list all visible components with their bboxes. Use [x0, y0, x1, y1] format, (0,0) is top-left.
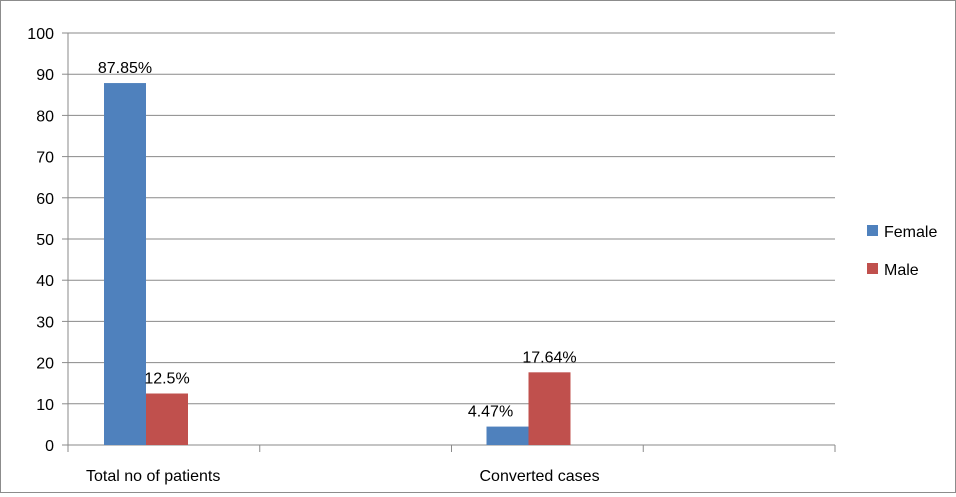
y-tick-label: 50 [36, 232, 54, 249]
y-tick-label: 10 [36, 397, 54, 414]
axes [62, 32, 836, 452]
bar [486, 426, 529, 445]
y-tick-label: 90 [36, 67, 54, 84]
data-label: 12.5% [144, 371, 189, 388]
y-tick-label: 0 [45, 438, 54, 455]
y-axis-tick-labels: 0 10 20 30 40 50 60 70 80 90 100 [27, 26, 54, 455]
y-tick-label: 30 [36, 314, 54, 331]
bar [146, 393, 188, 445]
y-tick-label: 40 [36, 273, 54, 290]
legend: Female Male [867, 224, 937, 279]
bars [104, 83, 571, 446]
bar [528, 372, 571, 445]
data-labels: 87.85% 4.47% 12.5% 17.64% [98, 60, 577, 421]
legend-swatch [867, 263, 878, 274]
bar [104, 83, 146, 446]
x-category-label: Total no of patients [86, 468, 220, 485]
data-label: 87.85% [98, 60, 152, 77]
y-tick-label: 20 [36, 356, 54, 373]
legend-label: Male [884, 262, 919, 279]
x-category-label: Converted cases [480, 468, 600, 485]
y-tick-label: 70 [36, 150, 54, 167]
data-label: 4.47% [468, 404, 513, 421]
gridlines [68, 32, 835, 405]
legend-swatch [867, 225, 878, 236]
legend-label: Female [884, 224, 937, 241]
y-tick-label: 60 [36, 191, 54, 208]
data-label: 17.64% [522, 349, 576, 366]
y-tick-label: 100 [27, 26, 54, 43]
y-tick-label: 80 [36, 108, 54, 125]
x-axis-category-labels: Total no of patients Converted cases [86, 468, 600, 485]
